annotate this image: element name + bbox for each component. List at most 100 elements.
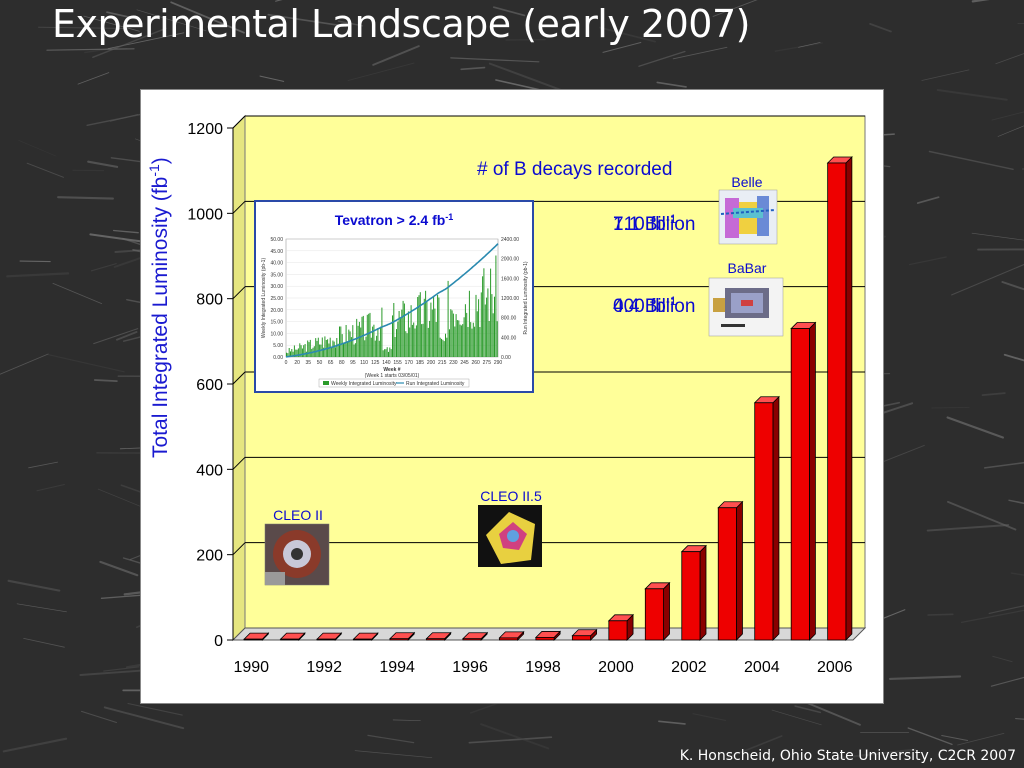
inset-weekly-bar [411,324,413,357]
inset-x-tick: 245 [460,360,469,366]
inset-x-tick: 185 [416,360,425,366]
inset-weekly-bar [483,268,485,357]
inset-weekly-bar [300,345,302,357]
inset-weekly-bar [389,347,391,357]
bar-front [790,328,810,641]
inset-weekly-bar [452,313,454,357]
inset-weekly-bar [290,351,291,357]
inset-weekly-bar [478,299,480,357]
inset-weekly-bar [409,327,411,357]
bar-side [845,156,853,641]
inset-x-tick: 155 [393,360,402,366]
inset-weekly-bar [464,304,466,357]
gridline-side [232,542,246,556]
inset-x-tick: 0 [285,360,288,366]
bar-front [462,638,482,641]
inset-weekly-bar [295,349,297,357]
inset-weekly-bar [293,345,295,357]
inset-weekly-bar [495,255,497,357]
inset-weekly-bar [392,315,393,357]
inset-weekly-bar [484,304,486,357]
inset-weekly-bar [419,292,421,357]
x-tick-label: 2006 [817,659,853,676]
bar-2005 [790,321,817,641]
bar-front [353,638,373,641]
inset-weekly-bar [398,311,400,357]
inset-weekly-bar [335,347,336,357]
inset-weekly-bar [316,340,318,357]
inset-weekly-bar [324,336,326,357]
b-decays-header: # of B decays recorded [477,159,672,180]
inset-weekly-bar [340,326,342,357]
bar-1992 [316,632,343,641]
inset-weekly-bar [332,340,334,357]
inset-weekly-bar [321,337,323,357]
gridline-side [232,286,246,300]
y-tick-label: 800 [196,292,223,309]
inset-weekly-bar [354,343,356,357]
inset-weekly-bar [479,327,481,357]
x-tick-label: 1990 [233,659,269,676]
inset-weekly-bar [442,339,444,357]
bar-front [681,551,701,641]
inset-weekly-bar [494,296,495,357]
inset-weekly-bar [381,307,383,357]
inset-weekly-bar [352,325,354,357]
inset-x-tick: 290 [494,360,503,366]
inset-left-tick: 25.00 [270,296,283,302]
bar-front [280,638,300,641]
inset-right-tick: 1600.00 [501,276,519,282]
inset-weekly-bar [303,345,305,357]
inset-weekly-bar [378,340,380,357]
inset-weekly-bar [286,352,287,357]
inset-weekly-bar [323,347,325,357]
inset-weekly-bar [388,351,389,357]
x-tick-label: 1992 [306,659,342,676]
inset-x-sublabel: (Week 1 starts 03/05/01) [365,373,420,379]
bar-1993 [352,632,379,641]
inset-weekly-bar [417,297,419,357]
inset-weekly-bar [341,334,343,357]
inset-weekly-bar [480,292,482,357]
inset-weekly-bar [423,298,425,357]
inset-weekly-bar [349,331,351,357]
babar-lumi-label: 400 fb-1 [613,294,677,317]
inset-right-tick: 400.00 [501,335,517,341]
inset-weekly-bar [455,314,457,357]
inset-x-tick: 260 [472,360,481,366]
bar-1997 [498,630,525,641]
inset-weekly-bar [373,324,375,357]
inset-weekly-bar [466,312,468,357]
inset-right-tick: 1200.00 [501,296,519,302]
slide-title: Experimental Landscape (early 2007) [52,2,750,46]
inset-weekly-bar [396,329,397,357]
bar-1996 [461,631,489,641]
inset-weekly-bar [366,314,368,357]
inset-title: Tevatron > 2.4 fb-1 [335,212,454,228]
bar-front [644,588,664,641]
inset-weekly-bar [357,325,359,357]
inset-weekly-bar [415,325,417,357]
gridline-side [232,456,246,470]
inset-weekly-bar [445,333,446,357]
inset-x-tick: 20 [294,360,300,366]
bar-2002 [680,544,707,641]
babar-label: BaBar [728,260,767,276]
inset-weekly-bar [348,329,350,357]
inset-weekly-bar [467,327,469,357]
bar-front [827,162,847,641]
babar-billion-label: 0.4 Billion [613,296,695,317]
bar-front [571,635,591,641]
belle-billion-label: 1.1 Billion [613,214,695,235]
inset-x-tick: 65 [328,360,334,366]
inset-weekly-bar [374,340,376,357]
inset-right-tick: 2400.00 [501,237,519,243]
inset-weekly-bar [386,347,388,357]
inset-weekly-bar [405,331,407,357]
bars-group [243,156,853,641]
inset-weekly-bar [317,337,319,357]
inset-legend: Weekly Integrated Luminosity Run Integrat… [318,378,470,388]
inset-weekly-bar [287,353,289,357]
inset-x-tick: 50 [317,360,323,366]
cleo25-detector-image [478,505,542,567]
